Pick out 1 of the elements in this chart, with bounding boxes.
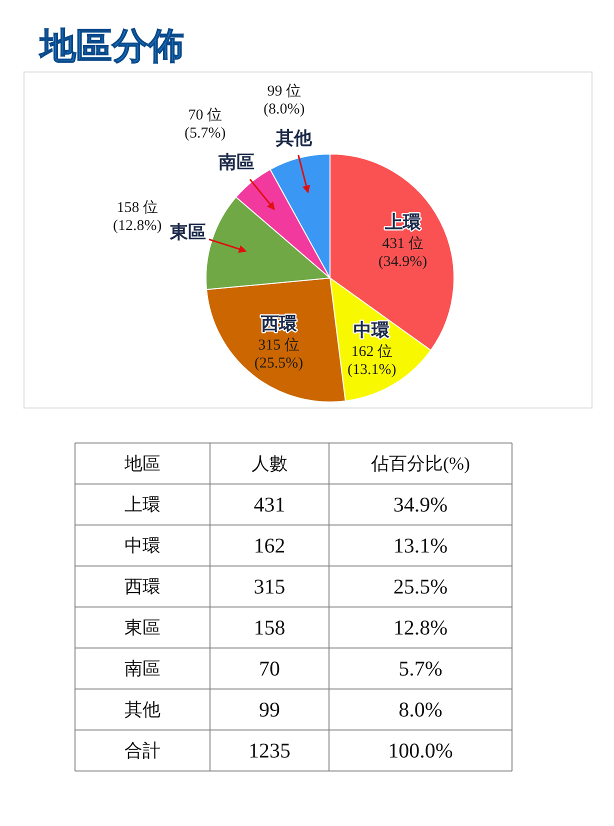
title: 地區分佈 xyxy=(40,26,184,67)
